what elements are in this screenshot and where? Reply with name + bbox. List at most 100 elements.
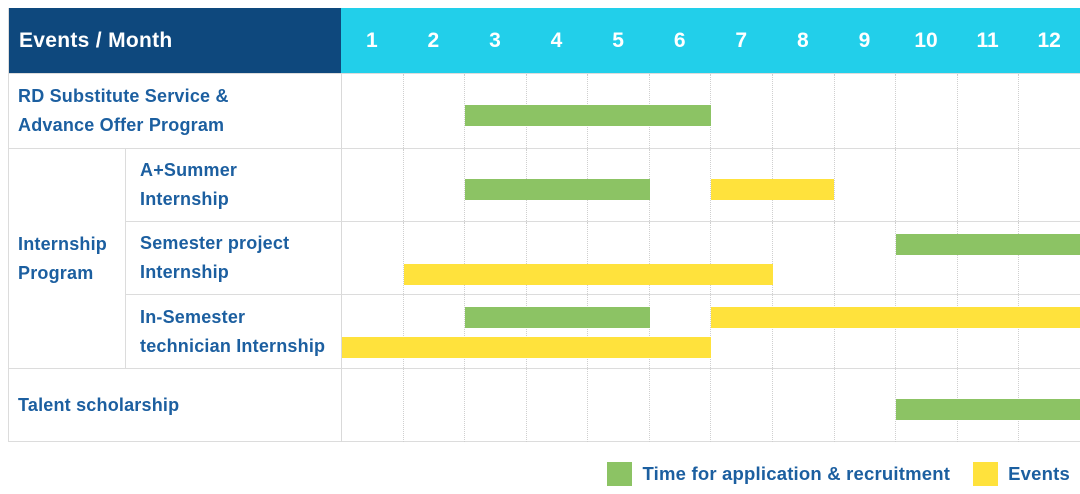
month-grid-cell xyxy=(648,149,711,221)
chart-row-semester-project xyxy=(341,221,1080,294)
month-grid-cell xyxy=(525,222,588,294)
month-grid-cell xyxy=(587,222,649,294)
month-grid-cell xyxy=(1018,295,1080,368)
row-label-rd-substitute: RD Substitute Service & Advance Offer Pr… xyxy=(9,73,341,148)
month-grid-cell xyxy=(402,149,465,221)
legend-label-events: Events xyxy=(1008,463,1070,484)
month-grid-cell xyxy=(402,369,465,442)
month-header-8: 8 xyxy=(796,28,809,52)
events-bar xyxy=(711,307,1080,328)
month-grid-cell xyxy=(710,369,772,442)
row-label-line: Semester project xyxy=(140,233,290,253)
gantt-table: Events / Month 1 2 3 4 5 6 7 8 9 10 11 12 RD Substi… xyxy=(8,8,1080,442)
month-grid-cell xyxy=(833,295,896,368)
month-grid-cell xyxy=(648,222,711,294)
month-grid-cell xyxy=(833,149,896,221)
chart-row-talent-scholarship xyxy=(341,368,1080,442)
row-label-semester-project: Semester project Internship xyxy=(125,221,341,294)
events-bar xyxy=(342,337,711,358)
month-grid-cell xyxy=(1018,222,1080,294)
month-grid-cell xyxy=(648,369,711,442)
month-grid-cell xyxy=(525,295,588,368)
month-header-2: 2 xyxy=(427,28,440,52)
legend-swatch-recruitment xyxy=(607,462,633,486)
month-header-3: 3 xyxy=(489,28,501,52)
row-label-line: Talent scholarship xyxy=(18,395,180,415)
month-grid-cell xyxy=(402,74,465,148)
month-grid-cell xyxy=(587,295,649,368)
row-label-line: RD Substitute Service & xyxy=(18,86,229,106)
month-grid-cell xyxy=(956,295,1019,368)
month-grid-cell xyxy=(342,222,403,294)
month-grid-cell xyxy=(956,222,1019,294)
month-grid-cell xyxy=(710,222,772,294)
month-header-6: 6 xyxy=(673,28,686,52)
month-header-row: 1 2 3 4 5 6 7 8 9 10 11 12 xyxy=(341,8,1080,73)
month-grid-cell xyxy=(895,295,957,368)
month-grid-cell xyxy=(895,74,957,148)
month-grid-cell xyxy=(464,369,526,442)
row-label-talent-scholarship: Talent scholarship xyxy=(9,368,341,442)
row-label-line: A+Summer xyxy=(140,160,238,180)
month-header-1: 1 xyxy=(365,28,378,52)
chart-row-a-plus-summer xyxy=(341,148,1080,221)
corner-header-label: Events / Month xyxy=(19,28,173,52)
month-grid-cell xyxy=(464,149,526,221)
row-label-line: Advance Offer Program xyxy=(18,115,225,135)
month-grid-cell xyxy=(772,369,834,442)
month-grid-cell xyxy=(342,149,403,221)
month-grid-cell xyxy=(402,222,465,294)
month-grid-cell xyxy=(833,369,896,442)
recruitment-bar xyxy=(895,399,1080,420)
legend-label-recruitment: Time for application & recruitment xyxy=(642,463,951,484)
row-label-line: Internship xyxy=(140,189,230,209)
row-label-a-plus-summer: A+Summer Internship xyxy=(125,148,341,221)
month-grid-cell xyxy=(1018,149,1080,221)
events-bar xyxy=(711,178,834,200)
group-label-line: Internship xyxy=(18,233,108,254)
month-grid-cell xyxy=(956,74,1019,148)
month-grid-cell xyxy=(772,295,834,368)
recruitment-bar xyxy=(465,178,650,200)
month-grid-cell xyxy=(895,222,957,294)
corner-header: Events / Month xyxy=(9,8,341,73)
month-grid-cell xyxy=(710,295,772,368)
chart-row-rd-substitute xyxy=(341,73,1080,148)
month-grid-cell xyxy=(772,222,834,294)
month-grid-cell xyxy=(342,74,403,148)
month-header-12: 12 xyxy=(1037,28,1061,52)
month-grid-cell xyxy=(833,74,896,148)
month-header-9: 9 xyxy=(858,28,871,52)
month-grid-cell xyxy=(648,295,711,368)
month-header-4: 4 xyxy=(550,28,563,52)
month-grid-cell xyxy=(1018,74,1080,148)
month-grid-cell xyxy=(833,222,896,294)
month-header-7: 7 xyxy=(735,28,748,52)
group-label-line: Program xyxy=(18,262,94,283)
recruitment-bar xyxy=(895,234,1080,255)
month-grid-cell xyxy=(956,149,1019,221)
recruitment-bar xyxy=(465,104,711,126)
month-grid-cell xyxy=(895,149,957,221)
month-grid-cell xyxy=(402,295,465,368)
month-grid-cell xyxy=(464,74,526,148)
month-grid-cell xyxy=(587,369,649,442)
month-grid-cell xyxy=(464,222,526,294)
events-bar xyxy=(403,264,773,285)
row-label-line: Internship xyxy=(140,262,230,282)
month-grid-cell xyxy=(772,74,834,148)
legend-swatch-events xyxy=(973,462,999,486)
month-grid-cell xyxy=(342,369,403,442)
month-grid-cell xyxy=(464,295,526,368)
legend: Time for application & recruitment Event… xyxy=(607,458,1070,490)
month-grid-cell xyxy=(710,74,772,148)
month-header-5: 5 xyxy=(612,28,624,52)
month-grid-cell xyxy=(525,369,588,442)
row-label-line: technician Internship xyxy=(140,335,326,356)
month-header-10: 10 xyxy=(914,28,938,52)
group-cell-internship-program: Internship Program xyxy=(9,148,125,368)
recruitment-bar xyxy=(465,307,650,328)
month-grid-cell xyxy=(710,149,772,221)
month-header-11: 11 xyxy=(976,28,999,52)
